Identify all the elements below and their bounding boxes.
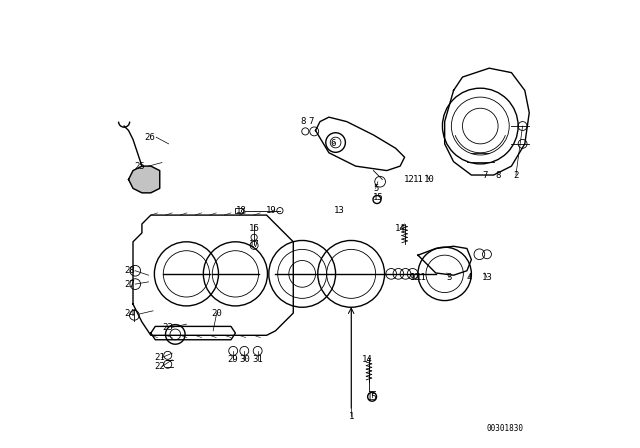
- Text: 25: 25: [134, 162, 145, 171]
- Text: 31: 31: [252, 355, 263, 364]
- Text: 14: 14: [395, 224, 406, 233]
- Text: 11: 11: [416, 273, 426, 282]
- Text: 6: 6: [331, 139, 336, 148]
- FancyBboxPatch shape: [234, 207, 243, 213]
- Text: 4: 4: [467, 273, 472, 282]
- Text: 19: 19: [266, 206, 276, 215]
- Text: 7: 7: [308, 117, 314, 126]
- Text: 15: 15: [372, 193, 383, 202]
- Text: 12: 12: [410, 273, 421, 282]
- Polygon shape: [129, 166, 160, 193]
- Text: 13: 13: [334, 206, 345, 215]
- Text: 7: 7: [482, 171, 488, 180]
- Text: 18: 18: [236, 206, 246, 215]
- Text: 30: 30: [239, 355, 250, 364]
- Text: 24: 24: [124, 310, 135, 319]
- Text: 17: 17: [249, 240, 259, 249]
- Text: 14: 14: [362, 355, 372, 364]
- Text: 10: 10: [424, 175, 435, 184]
- Text: 9: 9: [410, 273, 415, 282]
- Text: 23: 23: [163, 323, 173, 332]
- Text: 22: 22: [154, 362, 165, 371]
- Text: 12: 12: [404, 175, 415, 184]
- Text: 13: 13: [481, 273, 492, 282]
- Text: 2: 2: [513, 171, 518, 180]
- Text: 1: 1: [348, 412, 354, 421]
- Text: 29: 29: [228, 355, 239, 364]
- Text: 28: 28: [124, 266, 135, 275]
- Text: 21: 21: [154, 353, 165, 362]
- Text: 8: 8: [495, 171, 500, 180]
- Text: 26: 26: [145, 133, 156, 142]
- Text: 15: 15: [367, 393, 378, 402]
- Text: 16: 16: [249, 224, 259, 233]
- Text: 00301830: 00301830: [487, 424, 524, 433]
- Text: 8: 8: [300, 117, 306, 126]
- Text: 20: 20: [211, 309, 222, 318]
- Text: 27: 27: [124, 280, 135, 289]
- Text: 5: 5: [373, 184, 378, 193]
- Text: 11: 11: [413, 175, 423, 184]
- Text: 3: 3: [447, 273, 452, 282]
